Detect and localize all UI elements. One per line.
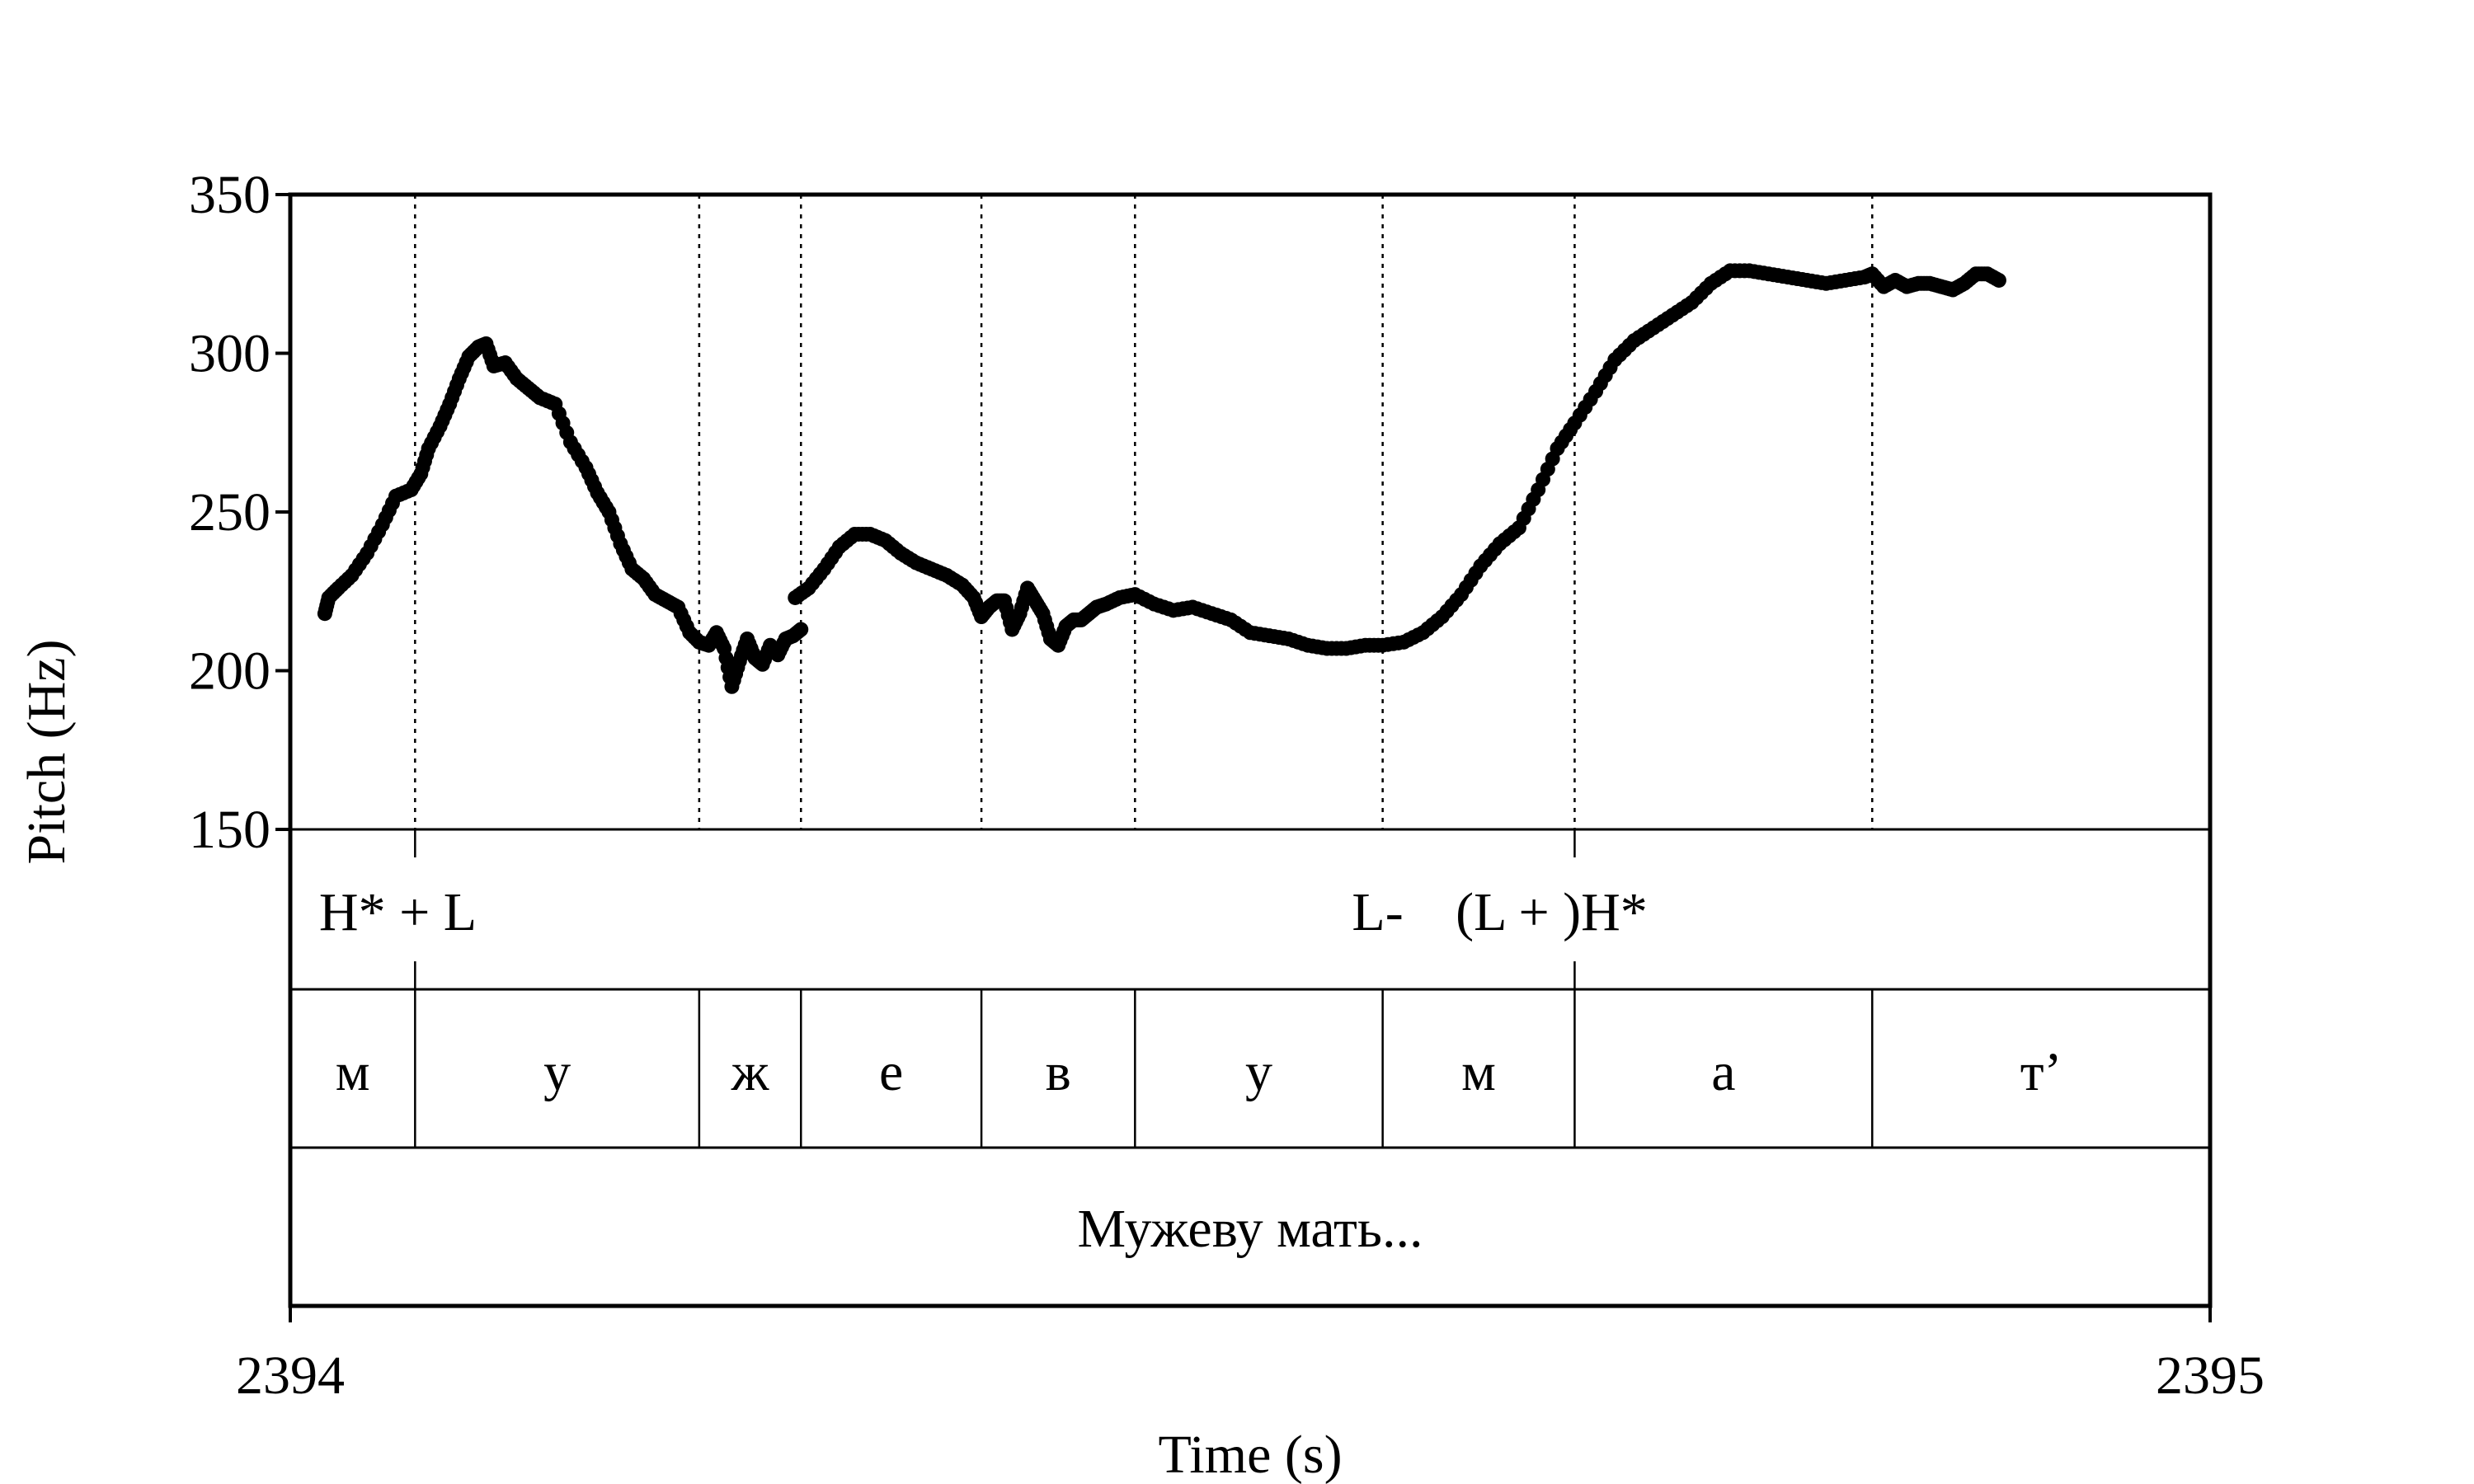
segment-label: у (543, 1042, 571, 1102)
y-tick-label: 150 (189, 800, 270, 860)
pitch-panel-grid (414, 195, 1874, 829)
pitch-panel-ticks: 350 300 250 200 150 (189, 165, 290, 860)
pitch-points (317, 263, 2006, 694)
segment-label: е (879, 1042, 903, 1102)
tone-label: H* + L (319, 882, 477, 942)
segment-label: м (1461, 1042, 1496, 1102)
annotation-tiers: H* + L L- (L + )H* м у ж е в у м а т’ Мужеву мать... (290, 828, 2210, 1259)
y-tick-label: 350 (189, 165, 270, 225)
plot-frame (288, 192, 2213, 1308)
segment-label: т’ (2020, 1042, 2062, 1102)
x-tick-label: 2394 (236, 1345, 345, 1406)
segment-label: ж (731, 1042, 769, 1102)
y-tick-label: 250 (189, 482, 270, 542)
tone-label: L- (1352, 882, 1403, 942)
y-tick-label: 200 (189, 641, 270, 702)
phrase-label: Мужеву мать... (1078, 1199, 1423, 1259)
segment-label: у (1245, 1042, 1272, 1102)
pitch-point (793, 622, 809, 637)
x-tick-labels: 2394 2395 (236, 1306, 2265, 1406)
tone-label: (L + )H* (1456, 882, 1648, 942)
y-axis-label: Pitch (Hz) (16, 639, 77, 864)
segment-label: в (1046, 1042, 1071, 1102)
pitch-point (1991, 272, 2006, 288)
segment-label: а (1711, 1042, 1735, 1102)
x-axis-label: Time (s) (1158, 1425, 1342, 1484)
x-tick-label: 2395 (2156, 1345, 2265, 1406)
y-tick-label: 300 (189, 324, 270, 384)
segment-label: м (336, 1042, 370, 1102)
